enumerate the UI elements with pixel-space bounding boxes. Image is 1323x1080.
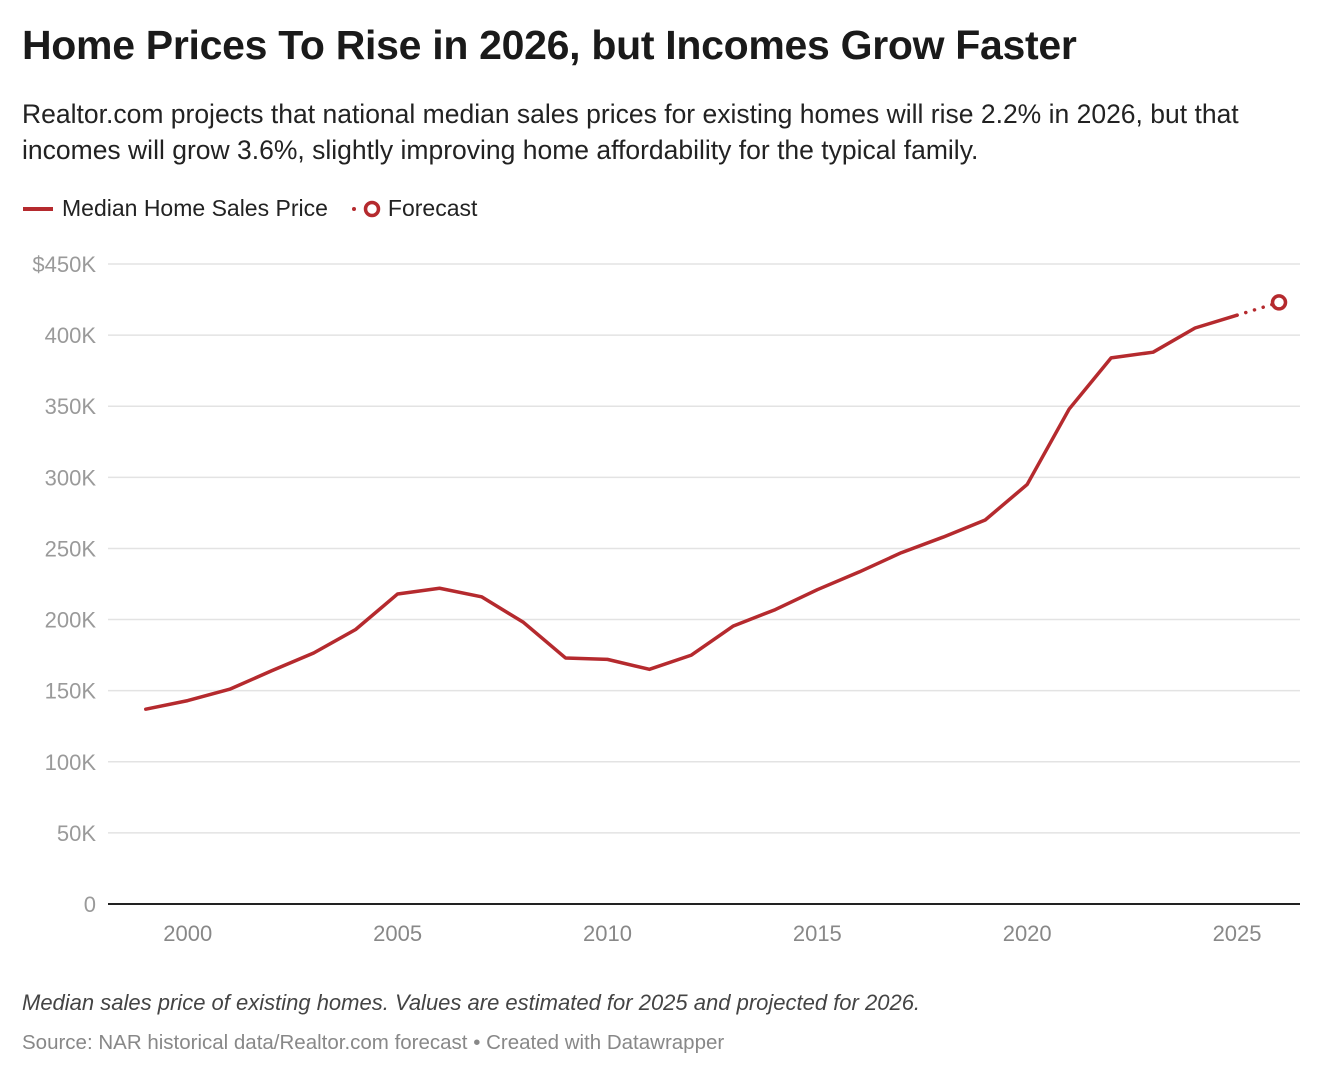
legend: Median Home Sales Price Forecast bbox=[22, 195, 497, 222]
legend-line-swatch-icon bbox=[23, 206, 53, 211]
x-tick-label: 2015 bbox=[793, 921, 842, 946]
y-tick-label: 50K bbox=[57, 821, 96, 846]
x-tick-label: 2025 bbox=[1213, 921, 1262, 946]
y-tick-label: 350K bbox=[45, 394, 97, 419]
forecast-point bbox=[1270, 294, 1288, 311]
series-line-median-home-sales-price bbox=[144, 313, 1239, 711]
y-tick-label: 250K bbox=[45, 536, 97, 561]
chart-title: Home Prices To Rise in 2026, but Incomes… bbox=[22, 22, 1077, 68]
x-tick-label: 2020 bbox=[1003, 921, 1052, 946]
x-tick-label: 2000 bbox=[163, 921, 212, 946]
y-tick-label: 300K bbox=[45, 465, 97, 490]
y-tick-label: 150K bbox=[45, 679, 97, 704]
chart-notes: Median sales price of existing homes. Va… bbox=[22, 990, 921, 1015]
legend-item-forecast: Forecast bbox=[348, 195, 477, 222]
chart-subtitle: Realtor.com projects that national media… bbox=[22, 99, 1239, 165]
x-tick-label: 2005 bbox=[373, 921, 422, 946]
chart-source: Source: NAR historical data/Realtor.com … bbox=[22, 1031, 725, 1054]
y-tick-label: 100K bbox=[45, 750, 97, 775]
legend-label-median: Median Home Sales Price bbox=[62, 195, 328, 221]
x-tick-label: 2010 bbox=[583, 921, 632, 946]
y-tick-label: 400K bbox=[45, 323, 97, 348]
legend-forecast-swatch-icon bbox=[351, 200, 381, 217]
legend-label-forecast: Forecast bbox=[387, 195, 478, 221]
legend-item-median: Median Home Sales Price bbox=[22, 195, 328, 222]
y-tick-label: 0 bbox=[84, 892, 96, 917]
y-tick-label: 200K bbox=[45, 608, 97, 633]
y-tick-label: $450K bbox=[32, 252, 96, 277]
